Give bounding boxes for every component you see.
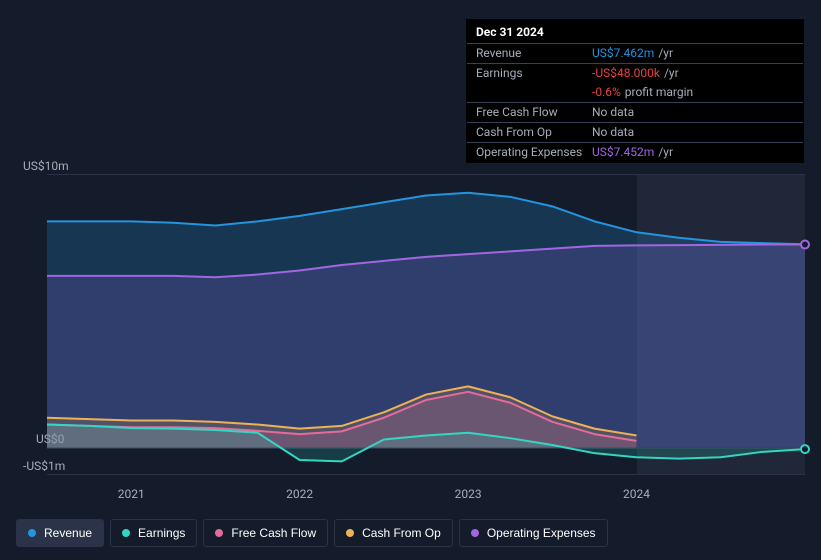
tooltip-row-label: Earnings bbox=[476, 66, 592, 80]
tooltip-row: Free Cash FlowNo data bbox=[467, 102, 803, 122]
tooltip-row: RevenueUS$7.462m/yr bbox=[467, 43, 803, 63]
xaxis-tick: 2021 bbox=[118, 487, 145, 501]
legend-item[interactable]: Earnings bbox=[110, 519, 197, 547]
tooltip-row-value: No data bbox=[592, 105, 634, 119]
legend-item-label: Earnings bbox=[138, 526, 185, 540]
xaxis-tick: 2022 bbox=[286, 487, 313, 501]
legend-item-label: Operating Expenses bbox=[487, 526, 596, 540]
tooltip-subrow-unit: profit margin bbox=[621, 85, 693, 99]
chart-plot[interactable] bbox=[47, 174, 805, 475]
tooltip-row: Operating ExpensesUS$7.452m/yr bbox=[467, 142, 803, 162]
tooltip-row-value: -US$48.000k bbox=[592, 66, 660, 80]
legend-dot-icon bbox=[471, 529, 479, 537]
legend-item[interactable]: Operating Expenses bbox=[459, 519, 608, 547]
xaxis-tick: 2024 bbox=[623, 487, 650, 501]
legend-dot-icon bbox=[28, 529, 36, 537]
legend-item-label: Revenue bbox=[44, 526, 92, 540]
chart-tooltip: Dec 31 2024 RevenueUS$7.462m/yrEarnings-… bbox=[466, 19, 804, 163]
legend-item[interactable]: Cash From Op bbox=[334, 519, 453, 547]
tooltip-row: Cash From OpNo data bbox=[467, 122, 803, 142]
tooltip-row-unit: /yr bbox=[660, 66, 679, 80]
tooltip-row-value: US$7.452m bbox=[592, 145, 654, 159]
tooltip-date: Dec 31 2024 bbox=[467, 20, 803, 43]
tooltip-row-unit: /yr bbox=[654, 145, 673, 159]
financials-chart[interactable]: US$10m US$0 -US$1m bbox=[16, 156, 805, 481]
tooltip-row-value: No data bbox=[592, 125, 634, 139]
tooltip-row-label: Cash From Op bbox=[476, 125, 592, 139]
yaxis-label-max: US$10m bbox=[23, 159, 69, 173]
tooltip-row-label: Free Cash Flow bbox=[476, 105, 592, 119]
tooltip-row-unit: /yr bbox=[654, 46, 673, 60]
legend-item-label: Free Cash Flow bbox=[231, 526, 316, 540]
tooltip-subrow-value: -0.6% bbox=[592, 85, 621, 99]
legend-dot-icon bbox=[122, 529, 130, 537]
chart-legend: Revenue Earnings Free Cash Flow Cash From O… bbox=[16, 519, 608, 547]
tooltip-row: Earnings-US$48.000k/yr bbox=[467, 63, 803, 83]
series-end-marker bbox=[801, 445, 809, 453]
legend-item[interactable]: Free Cash Flow bbox=[203, 519, 328, 547]
tooltip-row-label: Operating Expenses bbox=[476, 145, 592, 159]
legend-item[interactable]: Revenue bbox=[16, 519, 104, 547]
legend-dot-icon bbox=[346, 529, 354, 537]
chart-series bbox=[47, 175, 805, 475]
legend-item-label: Cash From Op bbox=[362, 526, 441, 540]
tooltip-subrow: -0.6%profit margin bbox=[467, 83, 803, 102]
tooltip-row-label: Revenue bbox=[476, 46, 592, 60]
legend-dot-icon bbox=[215, 529, 223, 537]
chart-xaxis: 2021 2022 2023 2024 bbox=[47, 487, 805, 503]
xaxis-tick: 2023 bbox=[455, 487, 482, 501]
tooltip-row-value: US$7.462m bbox=[592, 46, 654, 60]
series-end-marker bbox=[801, 241, 809, 249]
